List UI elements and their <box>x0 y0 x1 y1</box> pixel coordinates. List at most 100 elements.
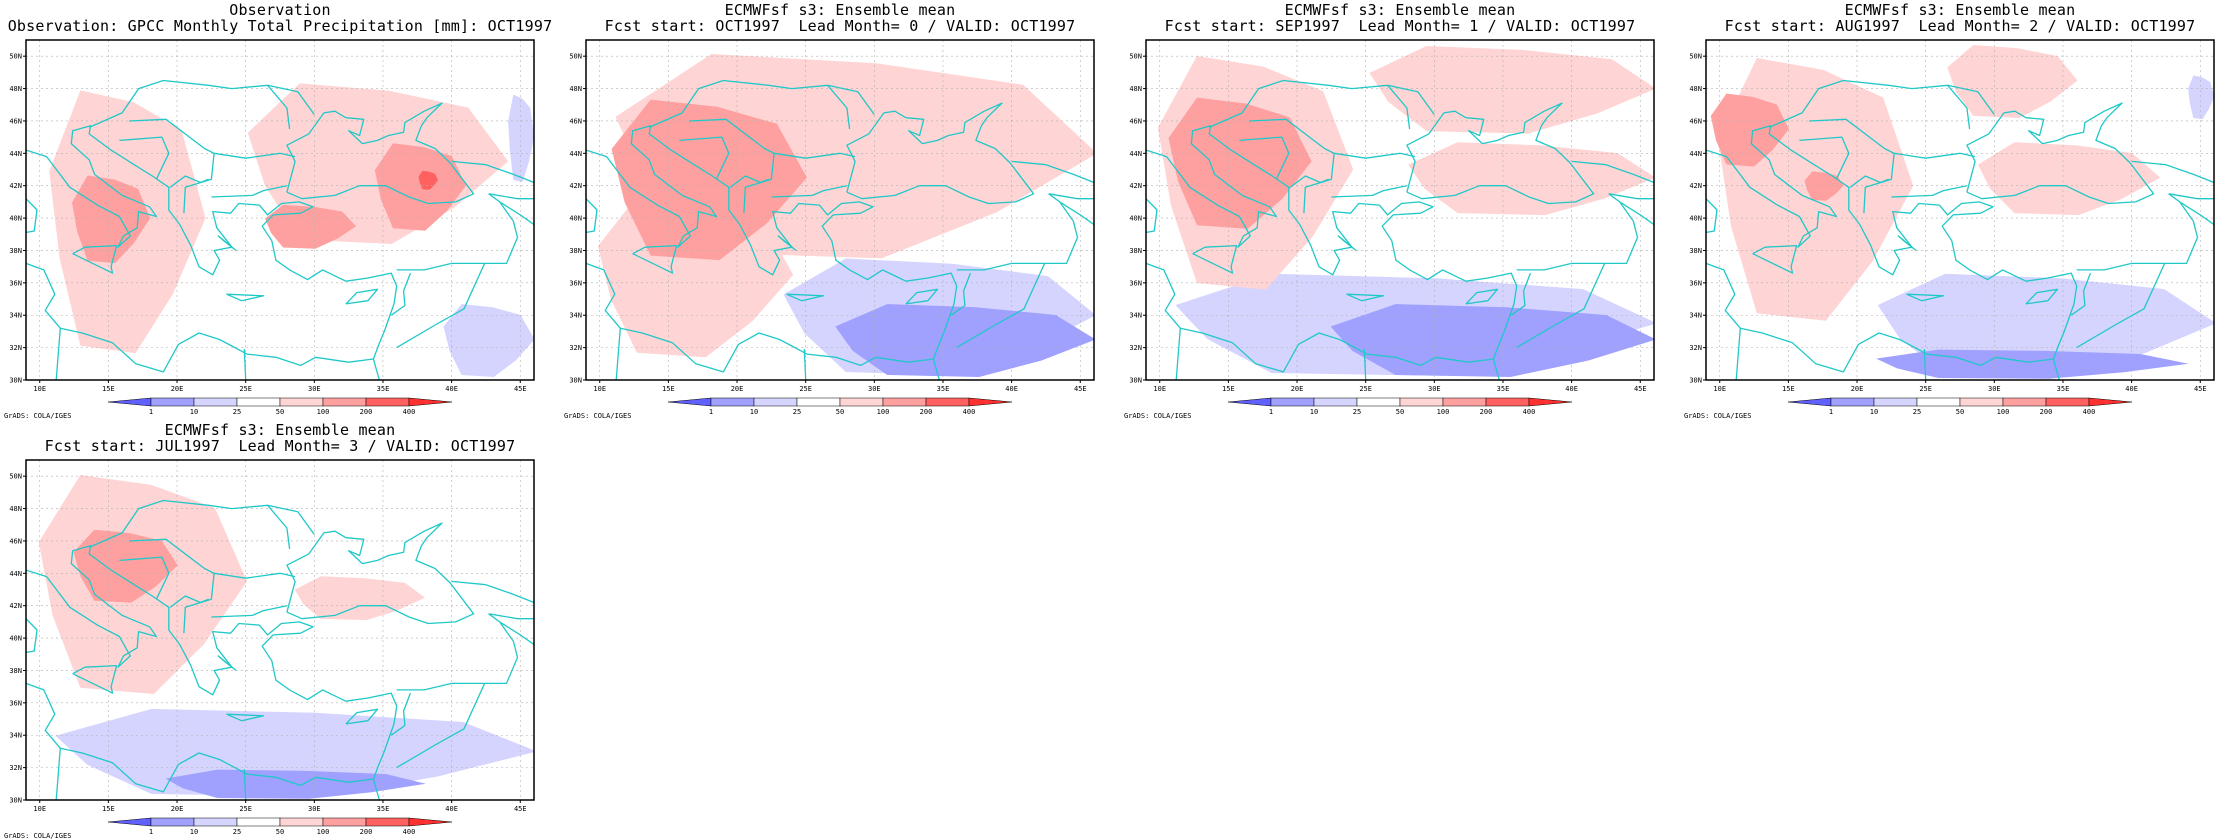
coastline <box>226 293 265 302</box>
colorbar-label: 400 <box>1523 408 1536 416</box>
precip-shading <box>443 304 534 377</box>
lat-tick-label: 34N <box>9 732 22 740</box>
colorbar-label: 100 <box>877 408 890 416</box>
lon-tick-label: 40E <box>1005 385 1018 393</box>
coastline <box>451 580 534 604</box>
lon-tick-label: 25E <box>1359 385 1372 393</box>
colorbar: 1 10 25 50 100 200 400 <box>107 397 453 416</box>
coastline <box>533 565 534 566</box>
coastline <box>128 538 215 634</box>
coastline <box>286 522 475 625</box>
lon-tick-label: 20E <box>731 385 744 393</box>
colorbar-swatch <box>150 397 195 407</box>
coastline <box>267 504 315 535</box>
map-panel: ECMWFsf s3: Ensemble mean Fcst start: AUG… <box>1680 0 2240 420</box>
colorbar-label: 100 <box>317 828 330 836</box>
lon-tick-label: 25E <box>799 385 812 393</box>
coastline <box>950 272 972 316</box>
coastline <box>1894 152 1976 159</box>
coastline <box>1653 145 1654 146</box>
colorbar-swatch <box>2002 397 2047 407</box>
colorbar-label: 400 <box>403 828 416 836</box>
colorbar-label: 10 <box>190 408 198 416</box>
lat-tick-label: 36N <box>1129 279 1142 287</box>
map-frame <box>25 39 535 381</box>
coastline <box>1208 79 1411 130</box>
coastline <box>1706 198 1718 234</box>
lat-tick-label: 30N <box>9 377 22 385</box>
coastline <box>1146 262 1494 373</box>
panel-subtitle: Observation: GPCC Monthly Total Precipit… <box>7 17 553 35</box>
coastline <box>1406 102 1595 205</box>
lon-tick-label: 45E <box>1634 385 1647 393</box>
colorbar-swatch <box>839 397 884 407</box>
map-area <box>586 40 1094 380</box>
colorbar-swatch <box>193 817 238 827</box>
lat-tick-label: 30N <box>1689 377 1702 385</box>
coastline <box>345 288 379 305</box>
coastline <box>1849 175 1889 188</box>
lat-tick-label: 42N <box>569 182 582 190</box>
map-panel: ECMWFsf s3: Ensemble mean Fcst start: SEP… <box>1120 0 1680 420</box>
colorbar-label: 100 <box>1997 408 2010 416</box>
coastline <box>1093 145 1094 146</box>
coastline <box>217 655 237 672</box>
lon-tick-label: 15E <box>1222 385 1235 393</box>
coastline <box>1011 160 1094 184</box>
lat-tick-label: 50N <box>1689 53 1702 61</box>
coastline <box>26 198 38 234</box>
coastline <box>1363 349 1367 380</box>
coastline <box>226 713 265 722</box>
map-frame <box>25 459 535 801</box>
colorbar-label: 1 <box>149 828 153 836</box>
lat-tick-label: 32N <box>1689 344 1702 352</box>
precip-shading <box>1710 93 1789 167</box>
colorbar-swatch <box>1830 397 1875 407</box>
lon-tick-label: 45E <box>2194 385 2207 393</box>
colorbar-label: 400 <box>403 408 416 416</box>
lat-tick-label: 36N <box>9 699 22 707</box>
coastline <box>1146 125 1518 360</box>
precip-shading <box>418 170 438 190</box>
coastline <box>488 613 534 620</box>
coastline <box>2076 193 2199 271</box>
lat-tick-label: 30N <box>1129 377 1142 385</box>
panel-title: ECMWFsf s3: Ensemble mean <box>164 421 396 439</box>
coastline <box>396 613 519 691</box>
coastline <box>169 595 209 608</box>
precip-shading <box>835 304 1094 377</box>
lat-tick-label: 44N <box>569 150 582 158</box>
colorbar-label: 100 <box>317 408 330 416</box>
panel-title: ECMWFsf s3: Ensemble mean <box>1284 1 1516 19</box>
coastline <box>2052 358 2060 380</box>
colorbar-swatch <box>107 817 152 827</box>
lon-tick-label: 15E <box>102 385 115 393</box>
coastline <box>1897 235 1917 252</box>
colorbar-label: 1 <box>709 408 713 416</box>
colorbar-swatch <box>1959 397 2004 407</box>
coastline <box>214 152 296 159</box>
lon-tick-label: 10E <box>1713 385 1726 393</box>
coastline <box>243 769 247 800</box>
lat-tick-label: 50N <box>569 53 582 61</box>
coastline <box>211 605 288 618</box>
coastline <box>217 235 237 252</box>
panel-title: ECMWFsf s3: Ensemble mean <box>1844 1 2076 19</box>
coastline <box>72 244 118 274</box>
precip-shading <box>611 99 807 261</box>
precip-shading <box>374 143 466 231</box>
lon-tick-label: 10E <box>593 385 606 393</box>
lon-tick-label: 20E <box>1291 385 1304 393</box>
lat-tick-label: 42N <box>1689 182 1702 190</box>
colorbar-label: 50 <box>1956 408 1964 416</box>
precip-shading <box>55 708 534 797</box>
map-area <box>26 460 534 800</box>
colorbar-swatch <box>236 397 281 407</box>
colorbar-swatch <box>279 817 324 827</box>
lat-tick-label: 34N <box>569 312 582 320</box>
precip-shading <box>1369 46 1654 134</box>
coastline <box>1752 244 1798 274</box>
lat-tick-label: 46N <box>569 117 582 125</box>
colorbar-swatch <box>1916 397 1961 407</box>
lon-tick-label: 35E <box>377 385 390 393</box>
